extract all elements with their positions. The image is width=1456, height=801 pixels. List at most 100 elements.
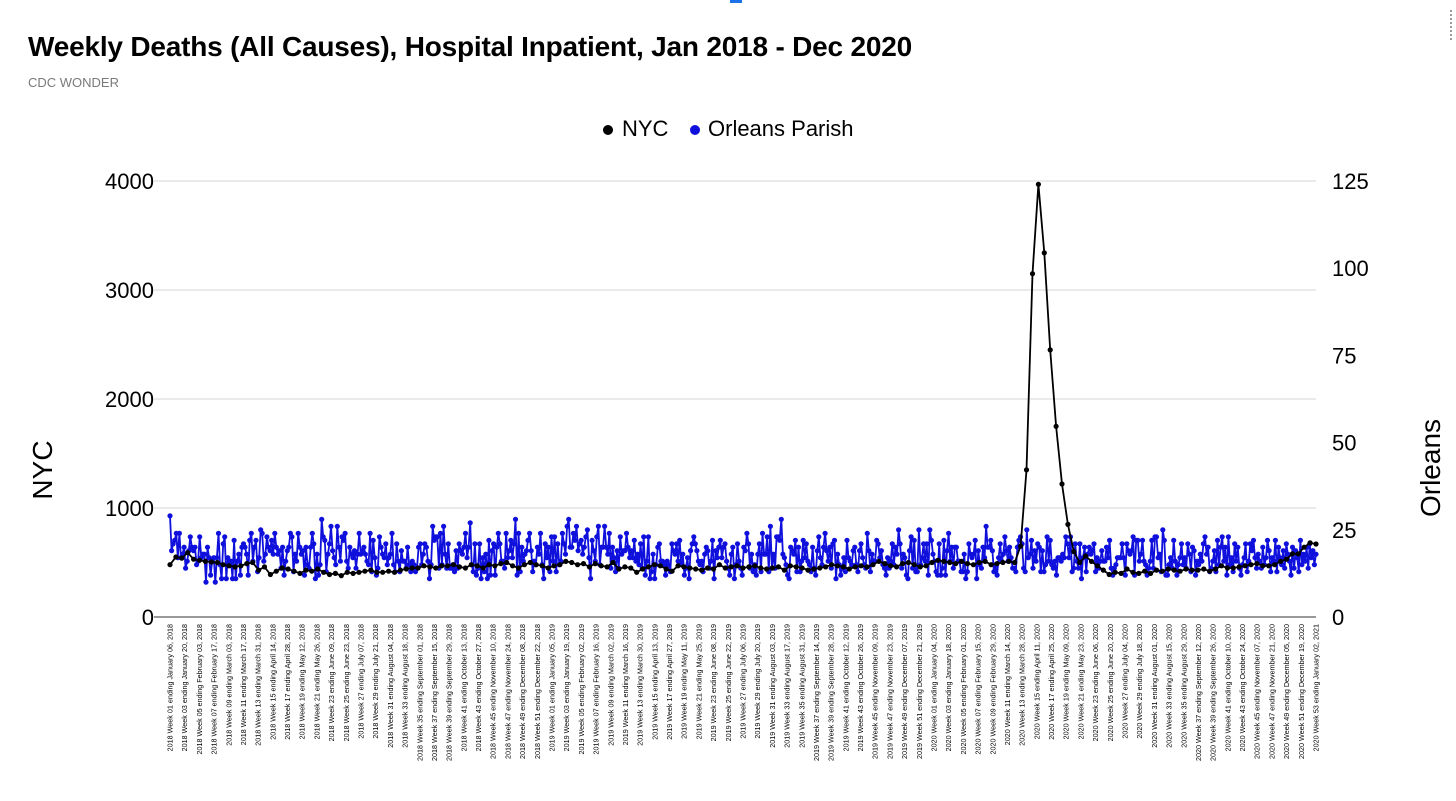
data-point — [1091, 541, 1097, 547]
data-point — [936, 541, 942, 547]
data-point — [817, 565, 823, 571]
data-point — [480, 565, 486, 571]
data-point — [786, 576, 792, 582]
x-tick-label: 2018 Week 05 ending February 03, 2018 — [195, 624, 204, 755]
data-point — [1268, 569, 1274, 575]
data-point — [361, 544, 367, 550]
data-point — [256, 567, 262, 573]
data-point — [472, 541, 478, 547]
data-point — [1124, 566, 1130, 572]
data-point — [1186, 551, 1192, 557]
data-point — [338, 573, 344, 579]
data-point — [693, 566, 699, 572]
data-point — [855, 569, 861, 575]
data-point — [833, 576, 839, 582]
data-point — [888, 563, 894, 569]
data-point — [1254, 565, 1260, 571]
data-point — [231, 537, 237, 543]
data-point — [1107, 537, 1113, 543]
data-point — [991, 569, 997, 575]
x-tick-label: 2018 Week 03 ending January 20, 2018 — [180, 624, 189, 751]
data-point — [1168, 555, 1174, 561]
x-tick-label: 2019 Week 51 ending December 21, 2019 — [915, 624, 924, 759]
data-point — [1161, 537, 1167, 543]
x-tick-label: 2018 Week 49 ending December 08, 2018 — [518, 624, 527, 759]
data-point — [1128, 548, 1135, 554]
data-point — [716, 562, 723, 568]
x-tick-label: 2020 Week 53 ending January 02, 2021 — [1312, 624, 1321, 751]
data-point — [906, 548, 913, 554]
data-point — [445, 541, 451, 547]
data-point — [169, 548, 175, 554]
data-point — [1130, 534, 1136, 540]
x-tick-label: 2019 Week 31 ending August 03, 2019 — [768, 624, 777, 748]
data-point — [894, 551, 900, 557]
data-point — [867, 569, 874, 575]
data-point — [1191, 548, 1197, 554]
data-point — [705, 565, 711, 571]
data-point — [858, 541, 864, 547]
data-point — [1185, 541, 1191, 547]
data-point — [362, 551, 368, 557]
data-point — [1106, 571, 1112, 578]
data-point — [238, 563, 244, 569]
data-point — [374, 569, 380, 575]
data-point — [375, 565, 381, 571]
data-point — [1138, 551, 1144, 557]
data-point — [922, 558, 928, 564]
right-tick-label: 75 — [1332, 343, 1356, 368]
data-point — [1266, 548, 1272, 554]
data-point — [1047, 537, 1053, 543]
data-point — [1201, 566, 1207, 572]
data-point — [1113, 562, 1119, 568]
data-point — [799, 565, 805, 571]
data-point — [1136, 570, 1142, 577]
data-point — [1200, 541, 1206, 547]
data-point — [699, 558, 705, 564]
data-point — [651, 562, 658, 568]
data-point — [896, 527, 902, 533]
data-point — [834, 563, 841, 569]
data-point — [942, 572, 949, 578]
data-point — [477, 541, 483, 547]
data-point — [312, 576, 318, 582]
data-point — [406, 562, 412, 568]
data-point — [611, 555, 617, 561]
data-point — [1072, 541, 1078, 547]
data-point — [953, 544, 960, 550]
data-point — [1313, 551, 1319, 557]
data-point — [899, 561, 906, 567]
data-point — [280, 544, 286, 550]
data-point — [1023, 467, 1030, 473]
x-tick-label: 2018 Week 33 ending August 18, 2018 — [401, 624, 410, 748]
data-point — [584, 527, 591, 533]
data-point — [545, 544, 552, 550]
data-point — [699, 567, 705, 573]
data-point — [935, 557, 941, 563]
data-point — [197, 534, 203, 540]
x-tick-label: 2018 Week 09 ending March 03, 2018 — [224, 624, 233, 746]
data-point — [758, 565, 764, 571]
data-point — [1225, 534, 1231, 540]
data-point — [1232, 541, 1238, 547]
data-point — [591, 548, 597, 554]
data-point — [300, 548, 306, 554]
data-point — [746, 564, 752, 570]
data-point — [1182, 555, 1188, 561]
data-point — [294, 558, 300, 564]
data-point — [752, 563, 758, 569]
data-point — [1260, 563, 1266, 569]
data-point — [291, 568, 297, 574]
data-point — [1050, 565, 1056, 571]
data-point — [961, 551, 967, 557]
data-point — [336, 544, 342, 550]
data-point — [882, 561, 888, 567]
x-tick-label: 2019 Week 13 ending March 30, 2019 — [636, 624, 645, 746]
data-point — [220, 541, 226, 547]
data-point — [269, 537, 275, 543]
series-line — [169, 183, 1317, 577]
data-point — [858, 563, 864, 569]
data-point — [270, 551, 276, 557]
data-point — [1177, 568, 1183, 574]
